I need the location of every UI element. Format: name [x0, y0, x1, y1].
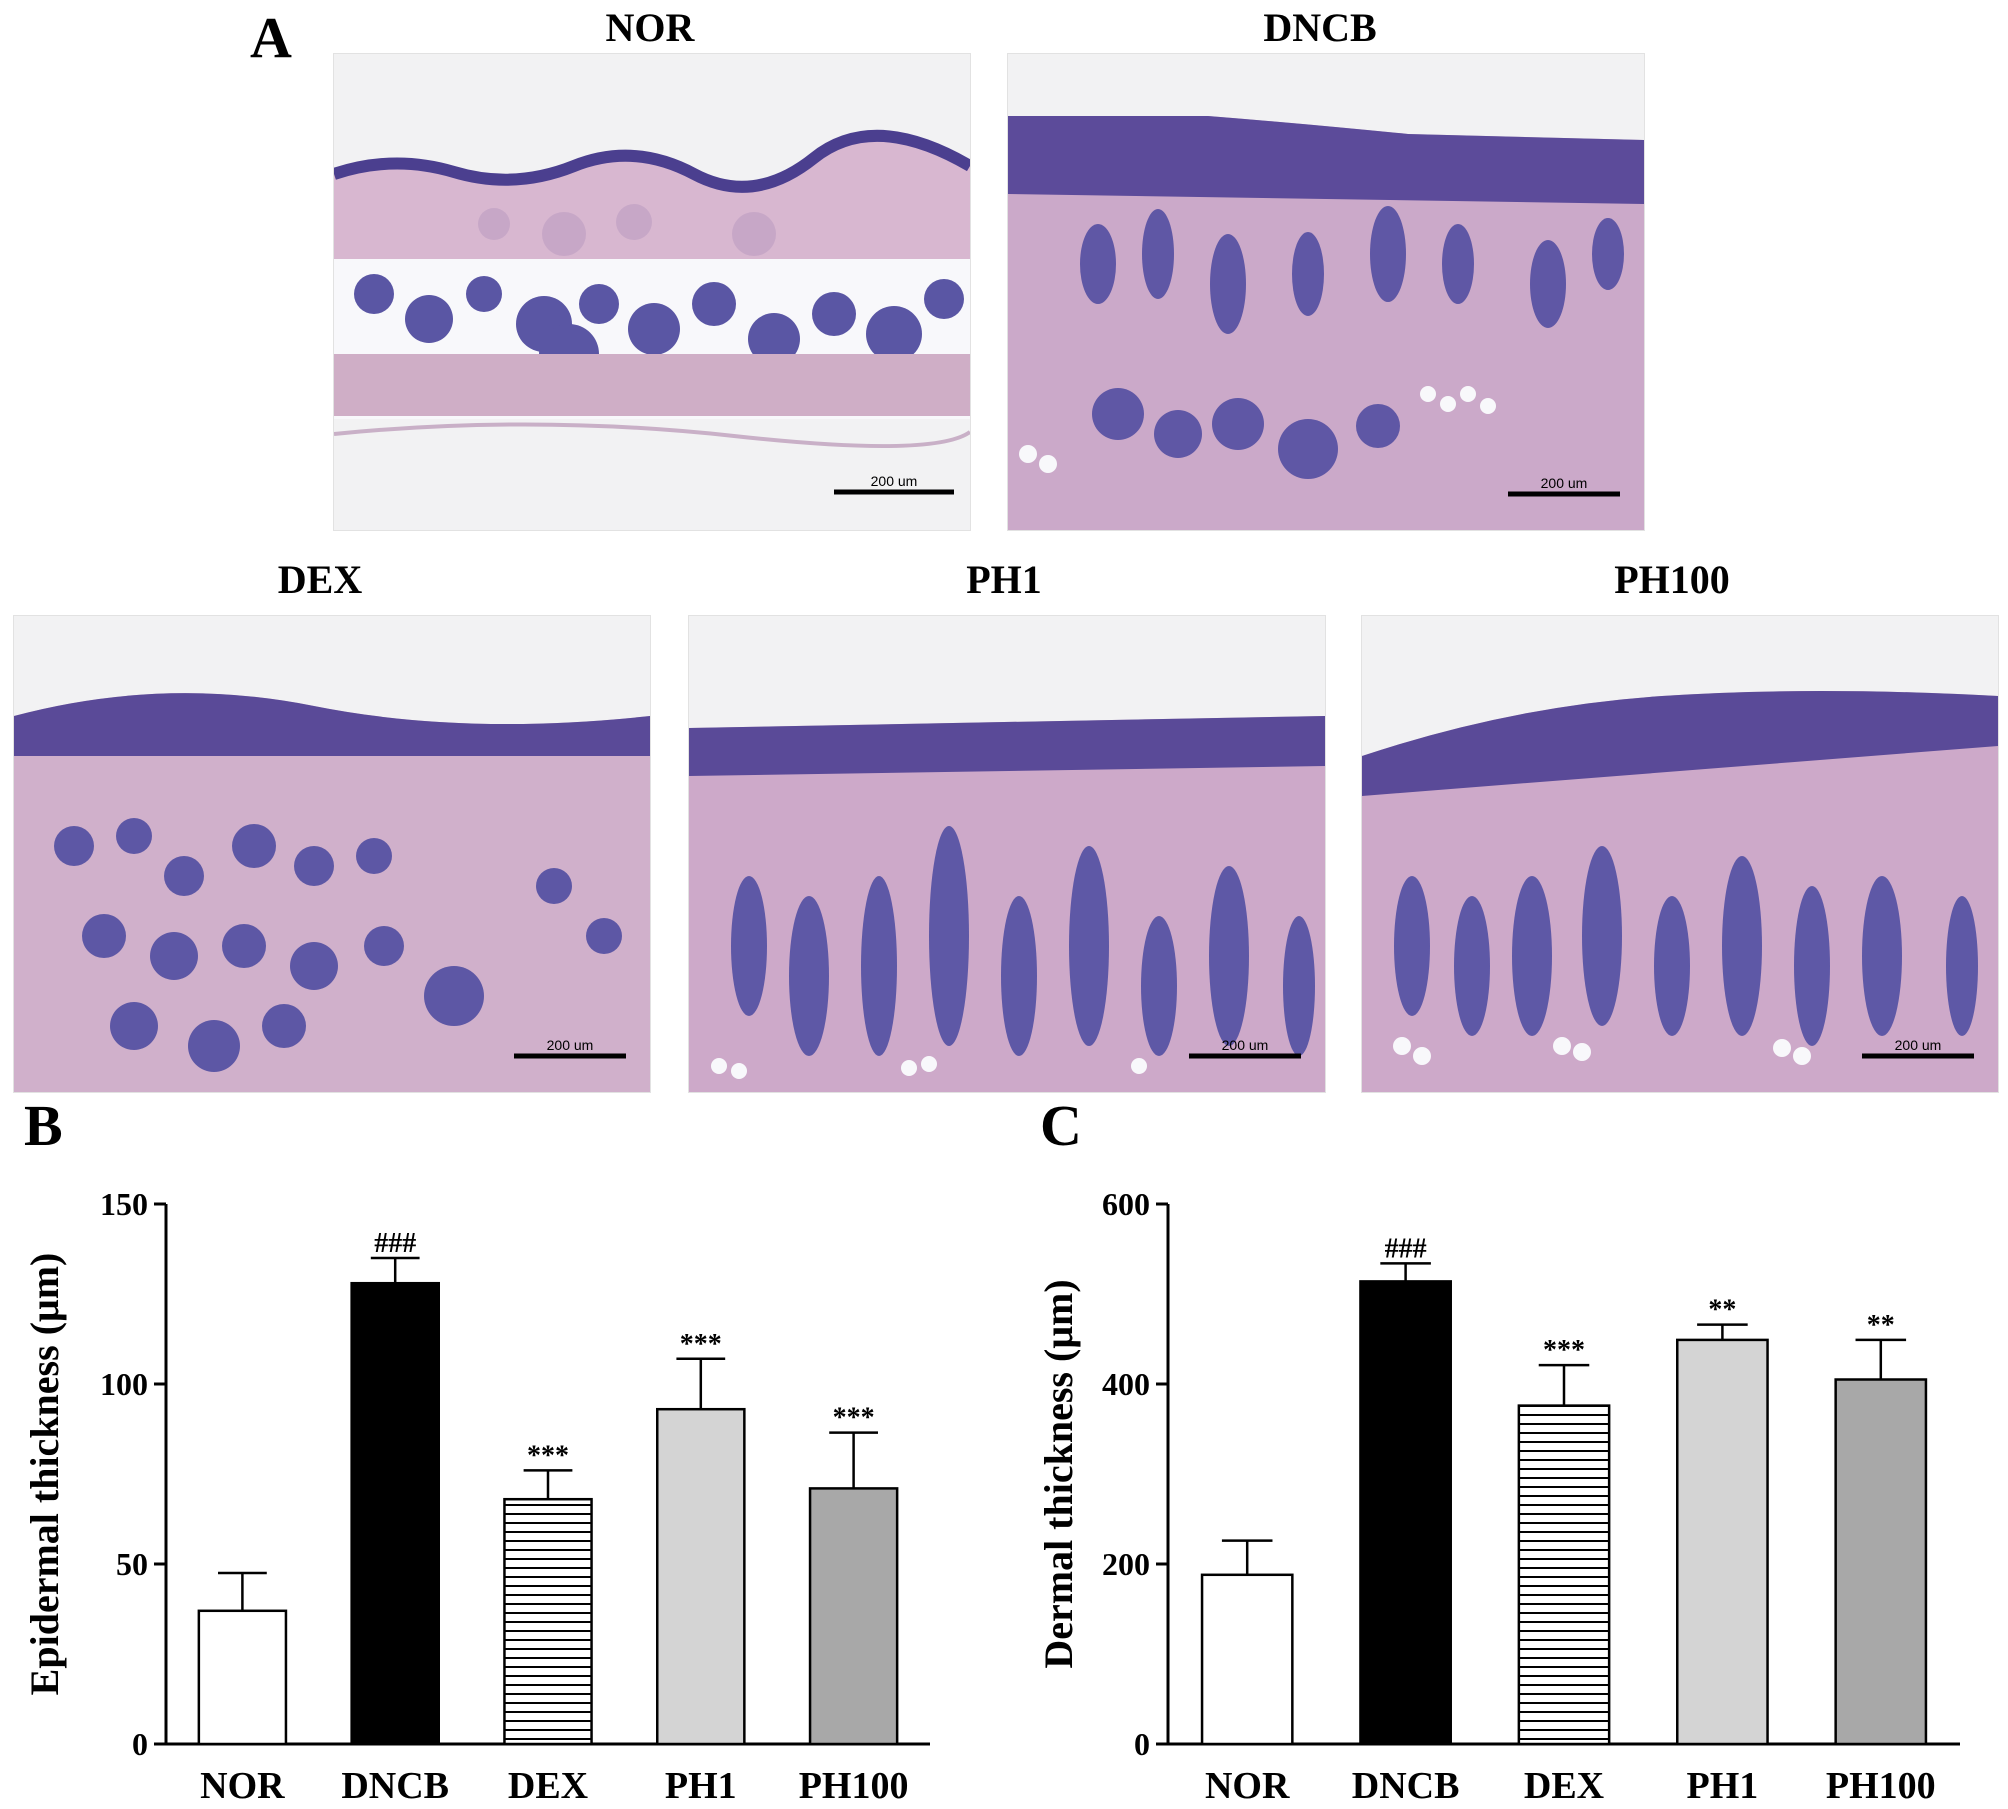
micrograph-title-ph100: PH100 — [1614, 557, 1730, 602]
x-tick-label: DNCB — [341, 1765, 449, 1807]
y-tick-label: 100 — [100, 1366, 148, 1402]
x-tick-label: NOR — [1205, 1765, 1290, 1807]
y-axis-label: Dermal thickness (μm) — [1036, 1279, 1081, 1668]
follicle-group — [1394, 846, 1978, 1046]
x-tick-label: PH1 — [665, 1765, 737, 1807]
x-tick-label: DEX — [1524, 1765, 1604, 1807]
bar-dncb — [350, 1281, 440, 1746]
chart-dermal-thickness: 0 200 400 600 NOR DNCB ### DEX *** PH1 ** PH100 ** De… — [1030, 1150, 2008, 1809]
micrograph-dncb: 200 um — [1007, 53, 1645, 531]
histology-image-ph1: 200 um — [689, 616, 1325, 1092]
micrograph-dex: 200 um — [13, 615, 651, 1093]
histology-image-dncb: 200 um — [1008, 54, 1644, 530]
significance-label: *** — [833, 1403, 875, 1434]
micrograph-nor: 200 um — [333, 53, 971, 531]
bar-dex — [503, 1497, 593, 1746]
bar-ph1 — [656, 1407, 746, 1746]
panel-label-b: B — [24, 1093, 63, 1158]
y-tick-label: 600 — [1102, 1186, 1150, 1222]
follicle-group — [1080, 206, 1624, 479]
x-tick-label: PH100 — [1826, 1765, 1936, 1807]
x-tick-label: DEX — [508, 1765, 588, 1807]
chart-b-svg: 0 50 100 150 NOR DNCB ### DEX *** PH1 *** PH100 *** E… — [22, 1186, 930, 1807]
panel-label-c: C — [1040, 1093, 1082, 1158]
significance-label: *** — [680, 1329, 722, 1360]
significance-label: *** — [1543, 1335, 1585, 1366]
micrograph-title-dncb: DNCB — [1263, 5, 1377, 50]
significance-label: ** — [1708, 1295, 1736, 1326]
scale-bar-label: 200 um — [1222, 1037, 1269, 1053]
panel-label-a: A — [250, 5, 292, 70]
x-tick-label: NOR — [200, 1765, 285, 1807]
scale-bar-label: 200 um — [1541, 475, 1588, 491]
significance-label: ### — [1385, 1233, 1427, 1264]
bar-ph100 — [1834, 1378, 1928, 1746]
y-tick-label: 0 — [132, 1726, 148, 1762]
micrograph-ph100: 200 um — [1361, 615, 1999, 1093]
micrograph-title-dex: DEX — [277, 557, 363, 602]
micrograph-title-ph1: PH1 — [966, 557, 1042, 602]
micrograph-ph1: 200 um — [688, 615, 1326, 1093]
chart-epidermal-thickness: 0 50 100 150 NOR DNCB ### DEX *** PH1 *** PH100 *** E… — [0, 1150, 980, 1809]
follicle-group — [54, 818, 622, 1072]
scale-bar-label: 200 um — [547, 1037, 594, 1053]
y-tick-label: 400 — [1102, 1366, 1150, 1402]
y-axis-label: Epidermal thickness (μm) — [22, 1253, 67, 1696]
scale-bar-label: 200 um — [871, 473, 918, 489]
x-tick-label: PH1 — [1687, 1765, 1759, 1807]
micrograph-title-nor: NOR — [605, 5, 695, 50]
bar-nor — [197, 1609, 288, 1746]
scale-bar-label: 200 um — [1895, 1037, 1942, 1053]
bar-nor — [1200, 1573, 1294, 1746]
histology-image-nor: 200 um — [334, 54, 970, 530]
x-tick-label: PH100 — [799, 1765, 909, 1807]
y-tick-label: 50 — [116, 1546, 148, 1582]
x-tick-label: DNCB — [1352, 1765, 1460, 1807]
y-tick-label: 150 — [100, 1186, 148, 1222]
y-tick-label: 0 — [1134, 1726, 1150, 1762]
histology-image-ph100: 200 um — [1362, 616, 1998, 1092]
bar-dex — [1517, 1404, 1611, 1746]
chart-c-svg: 0 200 400 600 NOR DNCB ### DEX *** PH1 ** PH100 ** De… — [1036, 1186, 1960, 1807]
bar-dncb — [1359, 1280, 1452, 1746]
significance-label: *** — [527, 1440, 569, 1471]
significance-label: ** — [1867, 1310, 1895, 1341]
bar-ph100 — [808, 1487, 899, 1746]
histology-image-dex: 200 um — [14, 616, 650, 1092]
follicle-group — [731, 826, 1315, 1056]
significance-label: ### — [374, 1228, 416, 1259]
y-tick-label: 200 — [1102, 1546, 1150, 1582]
bar-ph1 — [1676, 1338, 1769, 1746]
